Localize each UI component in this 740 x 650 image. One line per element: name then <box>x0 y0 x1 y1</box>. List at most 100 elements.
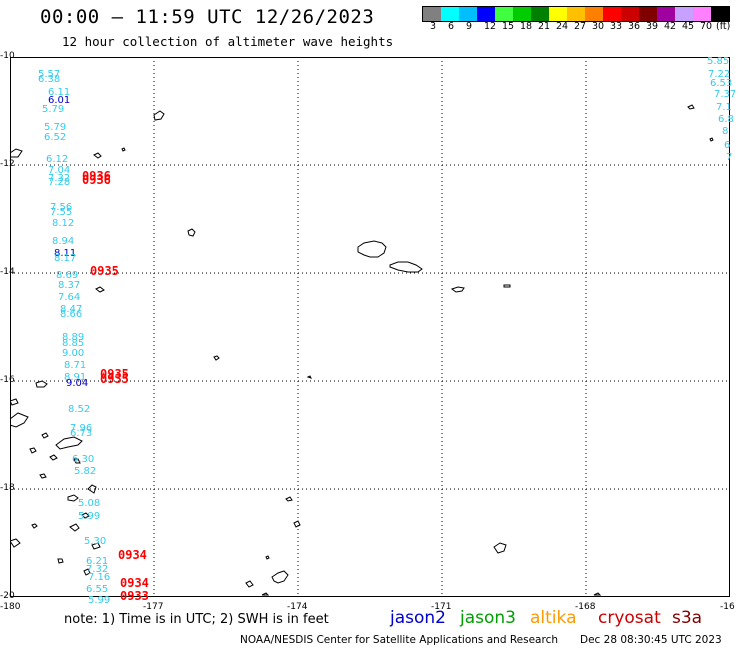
color-swatch <box>639 7 657 21</box>
wave-height-value: 9.00 <box>62 348 85 359</box>
wave-height-value: 8.91 <box>64 372 87 383</box>
wave-height-value: 5.82 <box>74 466 97 477</box>
wave-height-value: 5.85 <box>707 57 730 67</box>
color-swatch <box>531 7 549 21</box>
graticule <box>10 57 730 597</box>
color-swatch <box>567 7 585 21</box>
wave-height-value: 8.47 <box>60 304 83 315</box>
wave-height-value: 6.11 <box>48 87 71 98</box>
latitude-label: -20 <box>0 591 15 601</box>
color-swatch <box>621 7 639 21</box>
wave-height-value: 5.57 <box>38 69 61 80</box>
color-swatch <box>549 7 567 21</box>
color-scale-label: 70 <box>700 21 713 32</box>
wave-height-value: 5.79 <box>42 104 65 115</box>
wave-height-value: 8.69 <box>56 270 79 281</box>
wave-height-value: 6.73 <box>70 428 93 439</box>
wave-height-value: 6.55 <box>86 584 109 595</box>
latitude-label: -14 <box>0 267 15 277</box>
color-scale-label: (ft) <box>716 21 731 32</box>
color-swatch <box>711 7 729 21</box>
wave-height-value: 8.71 <box>64 360 87 371</box>
island-vanua-levu <box>55 436 83 450</box>
wave-height-value: 6.30 <box>72 454 95 465</box>
color-swatch <box>675 7 693 21</box>
wave-height-value: 6.38 <box>38 74 61 85</box>
color-swatch <box>441 7 459 21</box>
longitude-label: -16 <box>720 602 735 612</box>
wave-height-map <box>10 57 730 597</box>
color-scale-label: 42 <box>664 21 677 32</box>
wave-height-value: 8.89 <box>62 332 85 343</box>
longitude-label: -177 <box>143 602 164 612</box>
wave-height-value: 8.11 <box>54 248 77 259</box>
wave-height-value: 7.64 <box>58 292 81 303</box>
color-scale-label: 24 <box>556 21 569 32</box>
wave-height-value: 6.8 <box>718 115 734 125</box>
wave-height-value: 7.32 <box>48 173 71 184</box>
generation-timestamp: Dec 28 08:30:45 UTC 2023 <box>580 634 722 646</box>
observation-time: 0935 <box>100 372 129 386</box>
color-swatch <box>423 7 441 21</box>
color-swatch <box>459 7 477 21</box>
color-scale-label: 3 <box>430 21 437 32</box>
wave-height-value: 7.96 <box>70 423 93 434</box>
longitude-label: -168 <box>575 602 596 612</box>
chart-title: 00:00 – 11:59 UTC 12/26/2023 <box>40 6 375 28</box>
latitude-label: -10 <box>0 51 15 61</box>
wave-height-value: 6.52 <box>44 132 67 143</box>
island-tonga <box>271 570 289 584</box>
footer-note: note: 1) Time is in UTC; 2) SWH is in fe… <box>64 612 329 627</box>
color-scale-label: 30 <box>592 21 605 32</box>
color-scale-label: 6 <box>448 21 455 32</box>
longitude-label: -171 <box>431 602 452 612</box>
wave-height-value: 9.04 <box>66 378 89 389</box>
color-scale-label: 12 <box>484 21 497 32</box>
chart-subtitle: 12 hour collection of altimeter wave hei… <box>62 34 394 49</box>
observation-time: 0934 <box>118 548 147 562</box>
satellite-legend-s3a: s3a <box>672 608 703 628</box>
wave-height-value: 6.12 <box>46 154 69 165</box>
color-scale-label: 45 <box>682 21 695 32</box>
satellite-legend-cryosat: cryosat <box>598 608 661 628</box>
color-scale-label: 33 <box>610 21 623 32</box>
wave-height-value: 7.55 <box>50 207 73 218</box>
color-swatch <box>495 7 513 21</box>
wave-height-value: 6.53 <box>710 79 733 89</box>
satellite-legend-jason3: jason3 <box>460 608 516 628</box>
observation-time: 0936 <box>82 173 111 187</box>
wave-height-value: 8.94 <box>52 236 75 247</box>
observation-time: 0933 <box>120 589 149 603</box>
wave-height-value: 5.79 <box>44 122 67 133</box>
wave-height-value: 7.37 <box>714 90 737 100</box>
coastlines <box>10 104 714 596</box>
island-tutuila <box>450 286 465 293</box>
island-wallis <box>187 228 196 237</box>
longitude-label: -180 <box>0 602 21 612</box>
wave-height-value: 8.85 <box>62 338 85 349</box>
color-scale-label: 9 <box>466 21 473 32</box>
wave-height-value: 7.1 <box>716 103 732 113</box>
color-swatch <box>585 7 603 21</box>
wave-height-value: 6.01 <box>48 95 71 106</box>
longitude-label: -174 <box>287 602 308 612</box>
wave-height-value: 6 <box>724 141 731 151</box>
wave-height-value: 8 <box>722 127 729 137</box>
color-scale-label: 39 <box>646 21 659 32</box>
wave-height-value: 8.37 <box>58 280 81 291</box>
color-scale-label: 36 <box>628 21 641 32</box>
color-scale-label: 27 <box>574 21 587 32</box>
wave-height-value: 5.08 <box>78 498 101 509</box>
color-scale-bar <box>422 6 730 22</box>
wave-height-value: 8.17 <box>54 253 77 264</box>
island-savaii <box>357 240 387 258</box>
wave-height-value: 8.66 <box>60 309 83 320</box>
color-swatch <box>603 7 621 21</box>
wave-height-value: 5.30 <box>84 536 107 547</box>
color-swatch <box>693 7 711 21</box>
observation-time: 0935 <box>90 264 119 278</box>
color-swatch <box>513 7 531 21</box>
latitude-label: -16 <box>0 375 15 385</box>
wave-height-value: 7.22 <box>708 70 731 80</box>
color-swatch <box>477 7 495 21</box>
